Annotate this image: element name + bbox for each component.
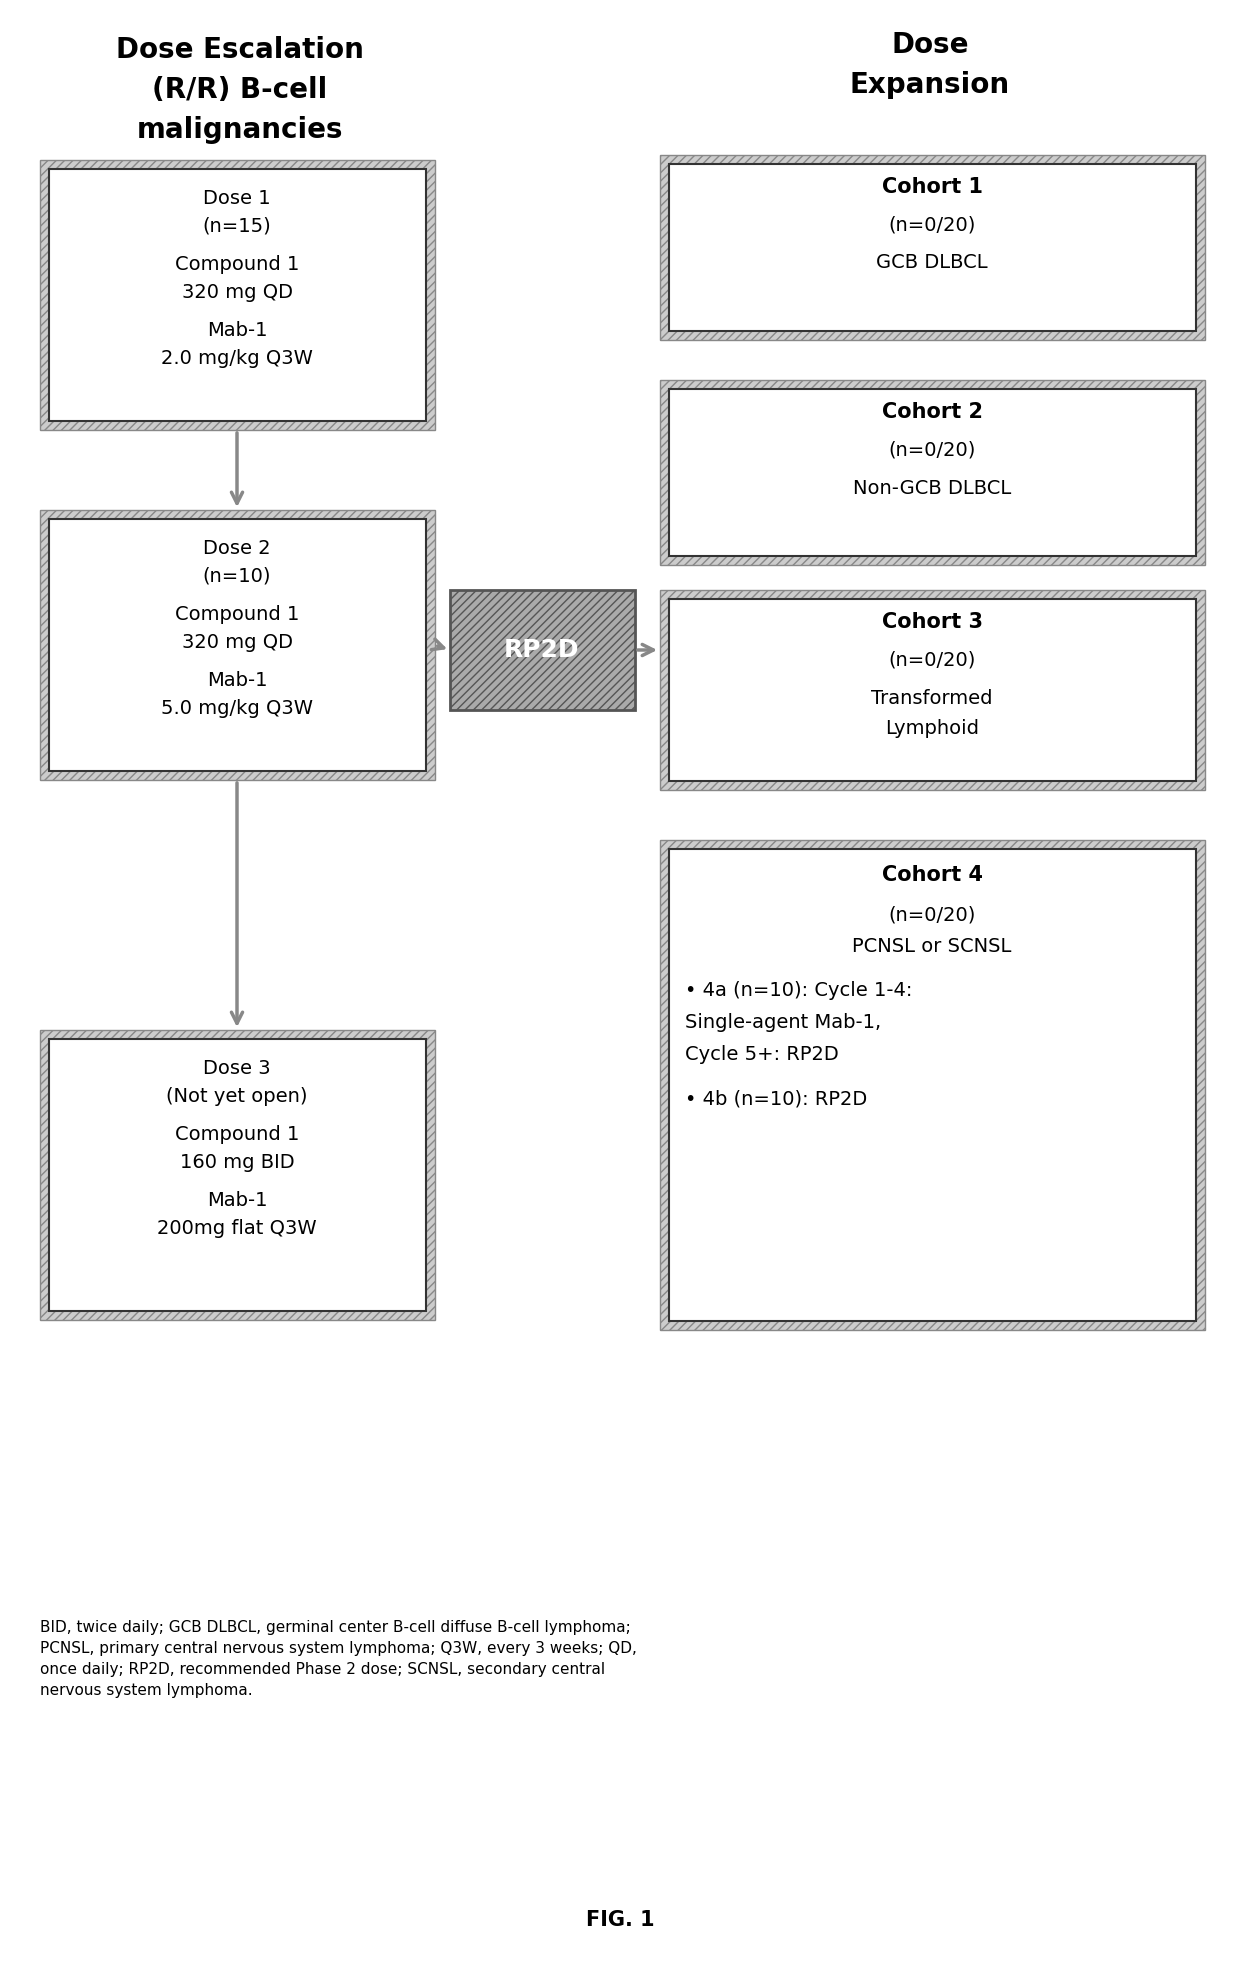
Text: Dose 3: Dose 3 xyxy=(203,1059,270,1077)
Polygon shape xyxy=(40,161,435,430)
Text: (n=15): (n=15) xyxy=(202,216,272,235)
Text: (n=0/20): (n=0/20) xyxy=(888,216,976,235)
Text: 5.0 mg/kg Q3W: 5.0 mg/kg Q3W xyxy=(161,698,312,718)
Text: Cohort 4: Cohort 4 xyxy=(882,865,982,885)
Text: Lymphoid: Lymphoid xyxy=(885,718,980,738)
Polygon shape xyxy=(660,591,1205,791)
Text: 2.0 mg/kg Q3W: 2.0 mg/kg Q3W xyxy=(161,349,312,367)
Text: (R/R) B-cell: (R/R) B-cell xyxy=(153,77,327,104)
FancyBboxPatch shape xyxy=(450,591,635,710)
Text: (n=0/20): (n=0/20) xyxy=(888,441,976,459)
Text: Expansion: Expansion xyxy=(849,71,1011,98)
Text: Cohort 2: Cohort 2 xyxy=(882,402,982,422)
Text: BID, twice daily; GCB DLBCL, germinal center B-cell diffuse B-cell lymphoma;
PCN: BID, twice daily; GCB DLBCL, germinal ce… xyxy=(40,1621,637,1697)
Text: Dose 2: Dose 2 xyxy=(203,538,270,557)
Text: (n=0/20): (n=0/20) xyxy=(888,906,976,924)
Text: Dose 1: Dose 1 xyxy=(203,188,270,208)
Text: • 4a (n=10): Cycle 1-4:: • 4a (n=10): Cycle 1-4: xyxy=(684,981,913,1001)
FancyBboxPatch shape xyxy=(50,520,427,771)
FancyBboxPatch shape xyxy=(660,591,1205,791)
Text: 320 mg QD: 320 mg QD xyxy=(181,283,293,302)
Text: Cohort 3: Cohort 3 xyxy=(882,612,982,632)
Polygon shape xyxy=(660,381,1205,565)
Text: (n=10): (n=10) xyxy=(203,567,272,585)
FancyBboxPatch shape xyxy=(50,1040,427,1311)
Polygon shape xyxy=(40,1030,435,1320)
FancyBboxPatch shape xyxy=(670,850,1197,1320)
Text: 320 mg QD: 320 mg QD xyxy=(181,632,293,651)
Text: Single-agent Mab-1,: Single-agent Mab-1, xyxy=(684,1014,882,1032)
FancyBboxPatch shape xyxy=(50,169,427,422)
Text: (n=0/20): (n=0/20) xyxy=(888,651,976,669)
Text: Dose Escalation: Dose Escalation xyxy=(117,35,363,65)
FancyBboxPatch shape xyxy=(670,598,1197,781)
Text: Dose: Dose xyxy=(892,31,968,59)
Polygon shape xyxy=(40,510,435,781)
FancyBboxPatch shape xyxy=(660,155,1205,339)
Text: 200mg flat Q3W: 200mg flat Q3W xyxy=(157,1218,316,1238)
Text: Mab-1: Mab-1 xyxy=(207,671,268,689)
Text: GCB DLBCL: GCB DLBCL xyxy=(877,253,988,273)
FancyBboxPatch shape xyxy=(670,388,1197,555)
FancyBboxPatch shape xyxy=(660,381,1205,565)
FancyBboxPatch shape xyxy=(40,161,435,430)
Text: Compound 1: Compound 1 xyxy=(175,255,299,273)
Text: Compound 1: Compound 1 xyxy=(175,1124,299,1144)
Text: Compound 1: Compound 1 xyxy=(175,604,299,624)
FancyBboxPatch shape xyxy=(40,510,435,781)
Text: PCNSL or SCNSL: PCNSL or SCNSL xyxy=(852,938,1012,957)
Text: Cycle 5+: RP2D: Cycle 5+: RP2D xyxy=(684,1046,838,1065)
Text: Transformed: Transformed xyxy=(872,689,993,708)
Polygon shape xyxy=(660,155,1205,339)
Text: 160 mg BID: 160 mg BID xyxy=(180,1152,294,1171)
Text: Mab-1: Mab-1 xyxy=(207,320,268,339)
Text: (Not yet open): (Not yet open) xyxy=(166,1087,308,1105)
Text: • 4b (n=10): RP2D: • 4b (n=10): RP2D xyxy=(684,1089,867,1109)
FancyBboxPatch shape xyxy=(40,1030,435,1320)
Text: RP2D: RP2D xyxy=(505,638,580,661)
Text: Non-GCB DLBCL: Non-GCB DLBCL xyxy=(853,479,1011,498)
Text: Cohort 1: Cohort 1 xyxy=(882,177,982,196)
Text: FIG. 1: FIG. 1 xyxy=(585,1909,655,1931)
FancyBboxPatch shape xyxy=(670,165,1197,332)
Text: malignancies: malignancies xyxy=(136,116,343,143)
FancyBboxPatch shape xyxy=(660,840,1205,1330)
Text: Mab-1: Mab-1 xyxy=(207,1191,268,1209)
Polygon shape xyxy=(660,840,1205,1330)
